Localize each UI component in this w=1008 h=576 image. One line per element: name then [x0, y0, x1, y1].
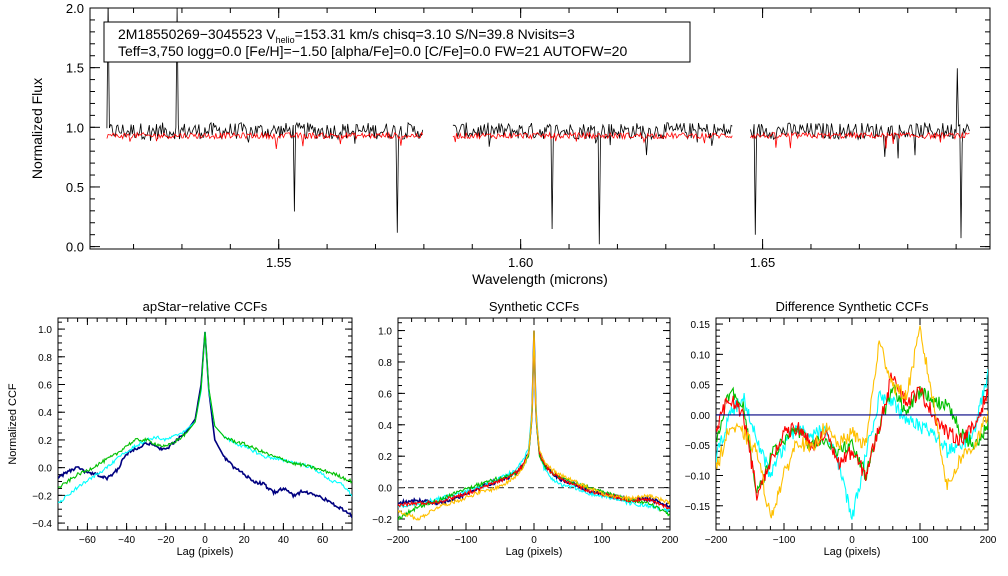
ccf-series-line: [716, 372, 988, 501]
panel-0: 1.55 1.60 1.65 0.0 0.5 1.0 1.5 2.0 Wavelength (m…: [29, 1, 991, 287]
x-tick-label: −100: [455, 535, 478, 546]
panel-2: −200 −100 0 100 200 −0.2 0.0 0.2 0.4 0.6 0.8 1.0 Lag…: [372, 299, 679, 558]
x-tick-label: 20: [239, 535, 251, 546]
info-values: =153.31 km/s chisq=3.10 S/N=39.8 Nvisits…: [295, 26, 575, 42]
x-tick-label: 100: [912, 535, 929, 546]
spectrum-line-synthetic: [106, 131, 424, 150]
ccf-series-line: [716, 368, 988, 520]
y-tick-label: 0.05: [691, 381, 711, 392]
plot-frame: [397, 317, 671, 531]
x-tick-label: 0: [531, 535, 537, 546]
y-axis-label: Normalized Flux: [29, 78, 45, 179]
panel-title: Synthetic CCFs: [489, 299, 580, 314]
x-tick-label: −200: [705, 535, 728, 546]
x-tick-label: 1.60: [508, 255, 533, 270]
x-tick-label: 100: [594, 535, 611, 546]
spectrum-data: [106, 8, 970, 245]
x-tick-label: −200: [387, 535, 410, 546]
ccf-series-line: [58, 331, 352, 489]
x-tick-label: 1.55: [266, 255, 291, 270]
vhelio-subscript: helio: [276, 35, 295, 45]
ccf-series-line: [398, 330, 670, 521]
x-tick-label: −100: [773, 535, 796, 546]
x-tick-label: −20: [157, 535, 174, 546]
ccf-series-line: [716, 325, 988, 519]
y-tick-label: 1.0: [38, 325, 52, 336]
x-tick-label: −40: [118, 535, 135, 546]
vhelio-label: V: [262, 26, 276, 42]
y-tick-label: 0.4: [378, 421, 392, 432]
y-tick-label: 1.0: [66, 120, 84, 135]
y-tick-label: 0.15: [691, 320, 711, 331]
info-line-2: Teff=3,750 logg=0.0 [Fe/H]=−1.50 [alpha/…: [118, 43, 627, 59]
y-tick-label: 0.6: [38, 381, 52, 392]
x-tick-label: 40: [278, 535, 290, 546]
info-line-1: 2M18550269−3045523 Vhelio=153.31 km/s ch…: [118, 26, 575, 45]
x-axis-label: Lag (pixels): [506, 546, 563, 558]
panel-3: −200 −100 0 100 200 −0.15 −0.10 −0.05 0.00 0.05 0.…: [685, 299, 997, 558]
x-tick-label: 0: [202, 535, 208, 546]
y-tick-label: 0.5: [66, 180, 84, 195]
y-tick-label: 0.00: [691, 411, 711, 422]
info-box: [103, 21, 691, 63]
y-tick-label: 0.4: [38, 408, 52, 419]
spectrum-line-synthetic: [452, 131, 733, 144]
y-tick-label: 0.2: [378, 452, 392, 463]
y-tick-label: −0.2: [372, 515, 392, 526]
y-tick-label: −0.10: [685, 471, 711, 482]
spectrum-line-observed: [452, 122, 733, 245]
plot-frame: [89, 7, 991, 250]
y-tick-label: 0.8: [378, 358, 392, 369]
y-tick-label: −0.05: [685, 441, 711, 452]
spectrum-line-observed: [750, 68, 970, 239]
y-tick-label: 0.2: [38, 436, 52, 447]
x-tick-label: 1.65: [750, 255, 775, 270]
spectrum-line-synthetic: [750, 131, 970, 149]
ccf-data: [58, 331, 352, 518]
x-tick-label: 0: [849, 535, 855, 546]
y-tick-label: −0.4: [32, 519, 52, 530]
x-tick-label: 200: [980, 535, 997, 546]
panel-title: apStar−relative CCFs: [143, 299, 268, 314]
y-tick-label: 2.0: [66, 1, 84, 16]
x-axis-label: Lag (pixels): [824, 546, 881, 558]
spectrum-line-observed: [106, 8, 424, 233]
y-tick-label: −0.2: [32, 491, 52, 502]
y-tick-label: −0.15: [685, 502, 711, 513]
y-tick-label: 0.0: [38, 464, 52, 475]
panel-1: −60 −40 −20 0 20 40 60 −0.4 −0.2 0.0 0.2 0.4 0.6 0.8 1…: [7, 299, 353, 558]
y-tick-label: 0.10: [691, 350, 711, 361]
y-tick-label: 0.6: [378, 389, 392, 400]
x-axis-label: Lag (pixels): [177, 546, 234, 558]
panel-title: Difference Synthetic CCFs: [776, 299, 929, 314]
x-tick-label: −60: [79, 535, 96, 546]
x-tick-label: 200: [662, 535, 679, 546]
y-tick-label: 0.8: [38, 353, 52, 364]
ccf-data: [716, 325, 988, 520]
x-tick-label: 60: [317, 535, 329, 546]
ccf-data: [398, 330, 670, 521]
y-tick-label: 1.5: [66, 61, 84, 76]
y-tick-label: 1.0: [378, 327, 392, 338]
star-id: 2M18550269−3045523: [118, 26, 263, 42]
y-axis-label: Normalized CCF: [7, 383, 19, 465]
y-tick-label: 0.0: [378, 484, 392, 495]
x-axis-label: Wavelength (microns): [472, 271, 608, 287]
plot-frame: [57, 317, 353, 531]
y-tick-label: 0.0: [66, 240, 84, 255]
